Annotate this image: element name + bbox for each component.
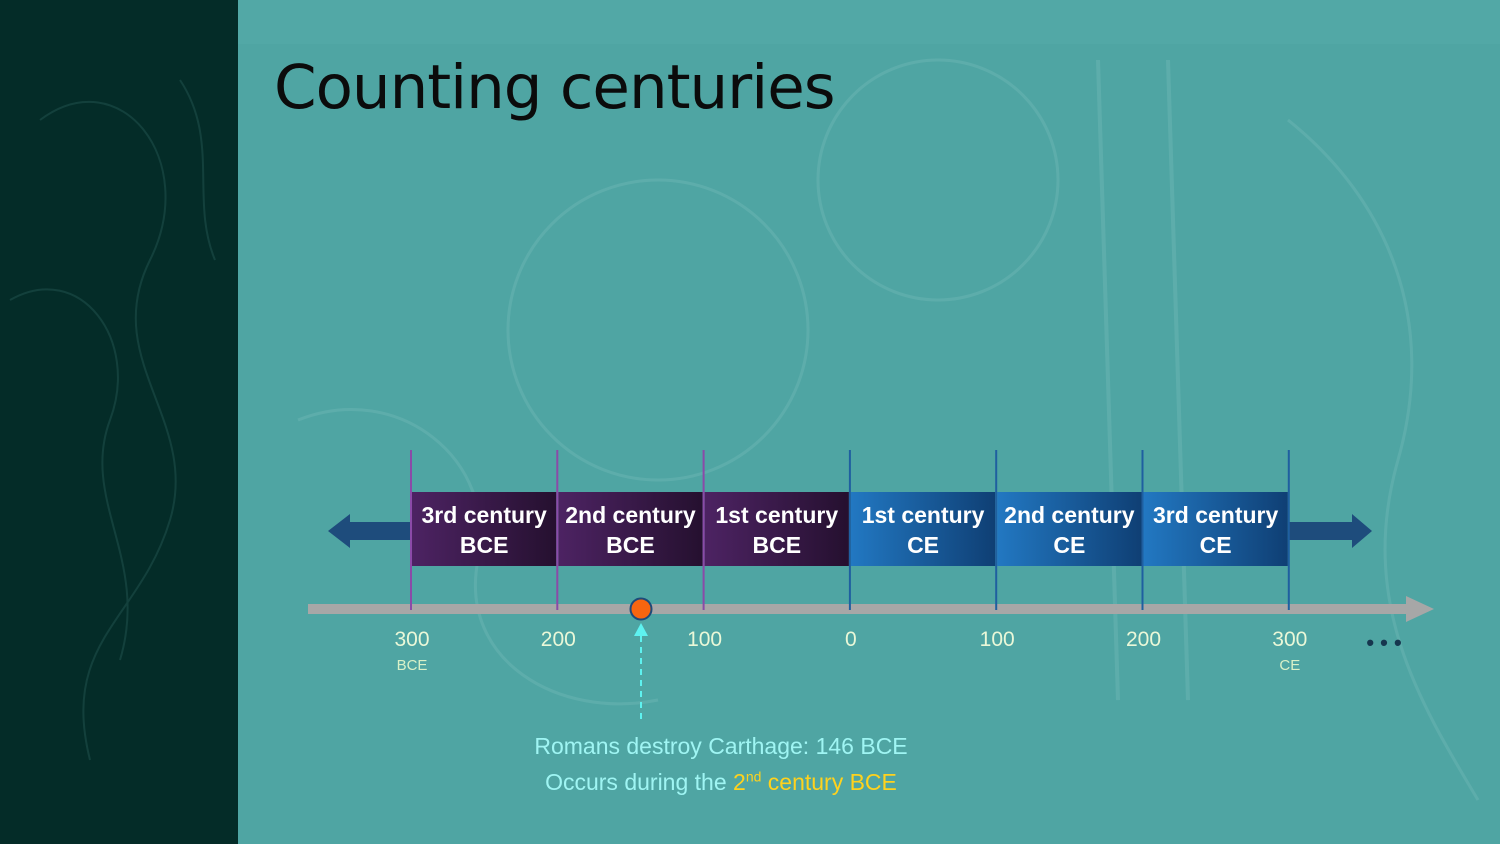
tick-label: 0 — [845, 628, 857, 651]
century-era: CE — [1053, 532, 1085, 558]
annotation-century-number: 2 — [733, 769, 746, 795]
century-box: 3rd century CE — [1143, 492, 1288, 566]
event-annotation: Romans destroy Carthage: 146 BCE Occurs … — [478, 728, 964, 800]
century-box-fill — [412, 492, 557, 566]
century-box: 2nd century BCE — [558, 492, 703, 566]
century-box-fill — [1143, 492, 1288, 566]
tick-label: 200 — [1126, 628, 1161, 651]
top-decorative-band — [238, 0, 1500, 44]
century-box-fill — [704, 492, 849, 566]
annotation-highlight: 2nd century BCE — [733, 769, 897, 795]
slide-title: Counting centuries — [274, 52, 836, 123]
century-box: 2nd century CE — [997, 492, 1142, 566]
century-box: 1st century BCE — [704, 492, 849, 566]
event-pointer-arrowhead — [634, 623, 648, 636]
century-box-fill — [997, 492, 1142, 566]
century-name: 3rd century — [1153, 502, 1278, 528]
annotation-line-2: Occurs during the 2nd century BCE — [478, 764, 964, 800]
tick-era-label: BCE — [397, 657, 428, 674]
tick-label: 100 — [687, 628, 722, 651]
annotation-line-1: Romans destroy Carthage: 146 BCE — [534, 733, 908, 759]
century-era: CE — [1200, 532, 1232, 558]
event-marker — [629, 597, 653, 621]
left-decorative-panel — [0, 0, 238, 844]
century-box-fill — [558, 492, 703, 566]
tick-label: 300 — [1272, 628, 1307, 651]
more-ellipsis: • • • — [1366, 630, 1401, 655]
century-box-fill — [850, 492, 996, 566]
slide-main: Counting centuries 3rd century BCE 2nd cen… — [238, 0, 1500, 844]
tick-label: 200 — [541, 628, 576, 651]
century-era: BCE — [606, 532, 655, 558]
timeline-axis — [308, 596, 1434, 622]
left-arrow-icon — [328, 514, 414, 548]
century-timeline: 3rd century BCE 2nd century BCE 1st century B… — [308, 450, 1434, 724]
tick-era-label: CE — [1279, 657, 1300, 674]
panel-texture — [9, 79, 216, 761]
century-name: 3rd century — [422, 502, 547, 528]
century-name: 1st century — [715, 502, 838, 528]
century-box: 3rd century BCE — [412, 492, 557, 566]
annotation-century-text: century BCE — [761, 769, 897, 795]
annotation-line-2-prefix: Occurs during the — [545, 769, 734, 795]
tick-label: 100 — [980, 628, 1015, 651]
century-name: 1st century — [862, 502, 985, 528]
century-box: 1st century CE — [850, 492, 996, 566]
century-name: 2nd century — [1004, 502, 1135, 528]
annotation-ordinal-suffix: nd — [745, 768, 762, 785]
tick-label: 300 — [394, 628, 429, 651]
background-texture — [297, 58, 1480, 801]
century-era: BCE — [752, 532, 801, 558]
right-arrow-icon — [1288, 514, 1372, 548]
century-era: CE — [907, 532, 939, 558]
century-name: 2nd century — [565, 502, 696, 528]
century-era: BCE — [460, 532, 509, 558]
